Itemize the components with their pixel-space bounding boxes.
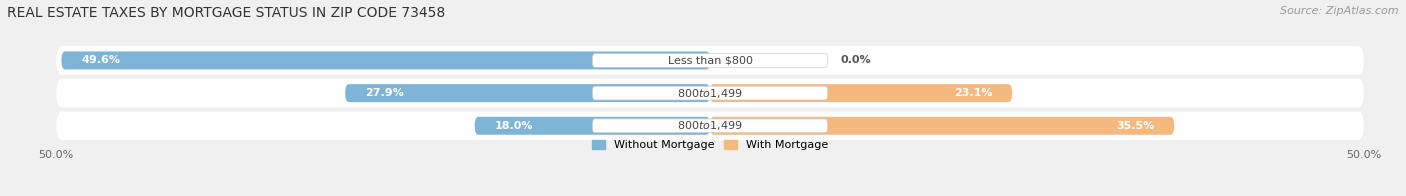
Legend: Without Mortgage, With Mortgage: Without Mortgage, With Mortgage [592, 140, 828, 150]
FancyBboxPatch shape [710, 84, 1012, 102]
Text: Less than $800: Less than $800 [668, 55, 752, 65]
Text: 23.1%: 23.1% [953, 88, 993, 98]
Text: REAL ESTATE TAXES BY MORTGAGE STATUS IN ZIP CODE 73458: REAL ESTATE TAXES BY MORTGAGE STATUS IN … [7, 6, 446, 20]
Text: 0.0%: 0.0% [841, 55, 872, 65]
FancyBboxPatch shape [56, 111, 1364, 140]
Text: 49.6%: 49.6% [82, 55, 120, 65]
Text: 27.9%: 27.9% [364, 88, 404, 98]
FancyBboxPatch shape [346, 84, 710, 102]
FancyBboxPatch shape [56, 46, 1364, 75]
FancyBboxPatch shape [62, 51, 710, 69]
FancyBboxPatch shape [56, 79, 1364, 107]
Text: 35.5%: 35.5% [1116, 121, 1154, 131]
FancyBboxPatch shape [592, 86, 828, 100]
FancyBboxPatch shape [592, 119, 828, 133]
Text: $800 to $1,499: $800 to $1,499 [678, 87, 742, 100]
FancyBboxPatch shape [710, 117, 1174, 135]
Text: $800 to $1,499: $800 to $1,499 [678, 119, 742, 132]
Text: Source: ZipAtlas.com: Source: ZipAtlas.com [1281, 6, 1399, 16]
Text: 18.0%: 18.0% [495, 121, 533, 131]
FancyBboxPatch shape [475, 117, 710, 135]
FancyBboxPatch shape [592, 54, 828, 67]
